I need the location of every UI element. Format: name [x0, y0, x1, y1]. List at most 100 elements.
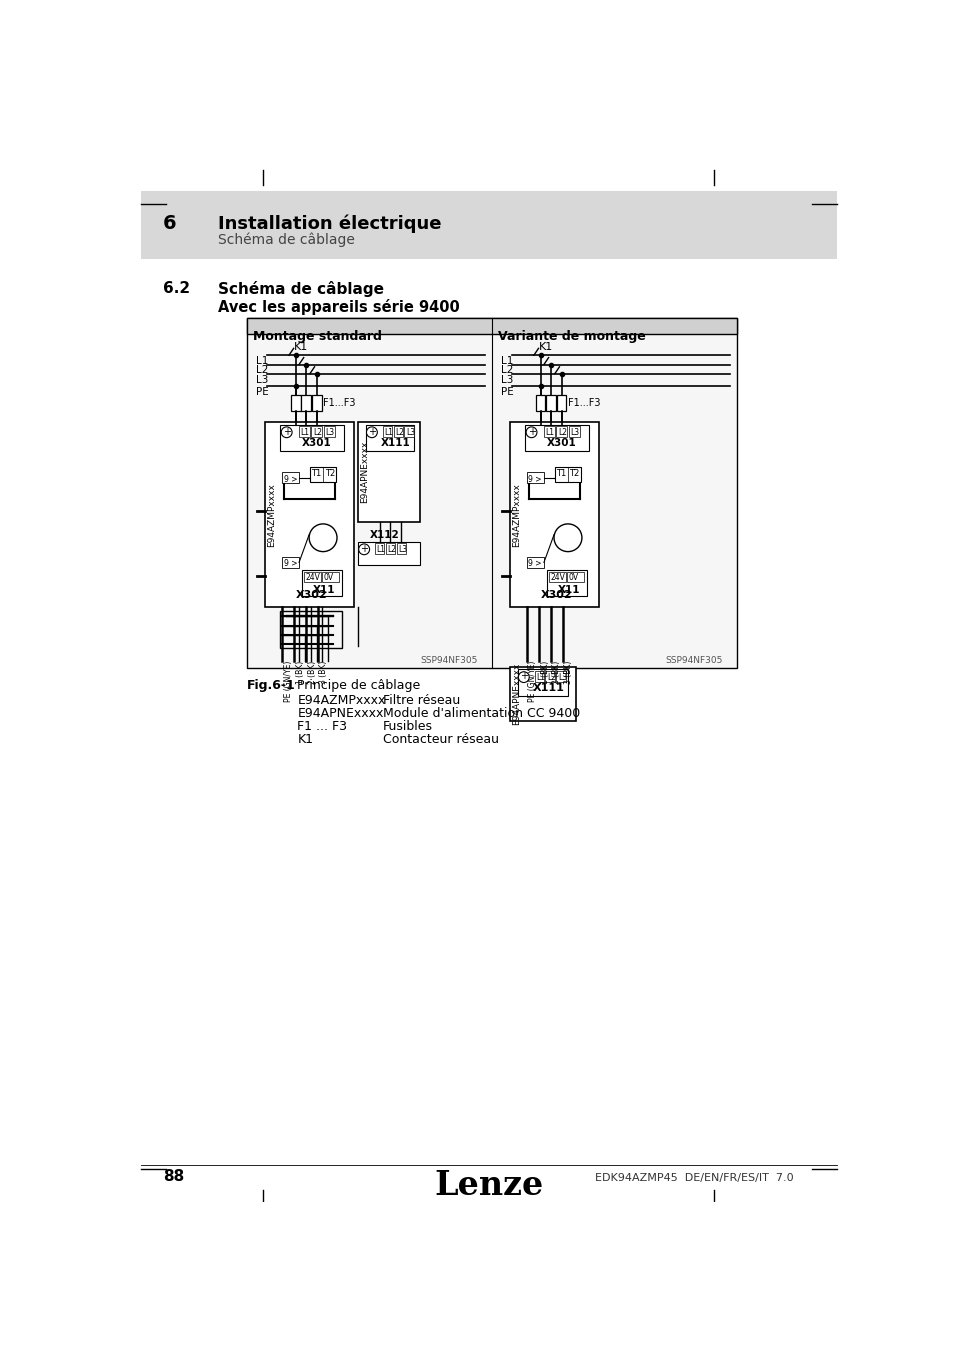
Bar [509, 667, 575, 721]
Bar [247, 317, 736, 335]
Text: Fig.6-1: Fig.6-1 [247, 679, 295, 691]
Text: Principe de câblage: Principe de câblage [297, 679, 420, 691]
Bar [546, 570, 587, 597]
Text: X302: X302 [540, 590, 572, 601]
Text: K1: K1 [297, 733, 314, 747]
Text: L2: L2 [313, 428, 322, 436]
Text: PE: PE [255, 387, 268, 397]
Text: X112: X112 [369, 531, 399, 540]
Bar [394, 427, 402, 437]
Text: 6.2: 6.2 [162, 281, 190, 297]
Text: 2 (BK): 2 (BK) [307, 662, 316, 684]
Bar [568, 427, 579, 437]
Text: K1: K1 [294, 342, 308, 352]
Text: F1 ... F3: F1 ... F3 [297, 721, 347, 733]
Bar [291, 394, 300, 412]
Bar [298, 427, 310, 437]
Text: 9 >: 9 > [283, 475, 296, 483]
Text: E94APNExxxx: E94APNExxxx [360, 441, 369, 504]
Text: L1: L1 [545, 428, 554, 436]
Text: L2: L2 [395, 428, 404, 436]
Bar [357, 541, 419, 564]
Text: X301: X301 [546, 439, 577, 448]
Bar [365, 424, 414, 451]
Bar [247, 317, 736, 668]
Text: E94AZMPxxxx: E94AZMPxxxx [297, 694, 385, 707]
Text: Schéma de câblage: Schéma de câblage [218, 232, 355, 247]
Text: X11: X11 [313, 585, 335, 595]
Text: L1: L1 [384, 428, 393, 436]
Text: L3: L3 [406, 428, 415, 436]
Bar [534, 671, 543, 682]
Bar [282, 472, 298, 483]
Text: Filtre réseau: Filtre réseau [382, 694, 459, 707]
Text: L1: L1 [536, 672, 544, 682]
Bar [357, 423, 419, 522]
Bar [526, 558, 543, 568]
Text: L2: L2 [387, 544, 396, 554]
Text: +: + [519, 671, 527, 682]
Text: K1: K1 [537, 342, 552, 352]
Text: 2 (BK): 2 (BK) [552, 662, 561, 684]
Text: Lenze: Lenze [434, 1169, 543, 1202]
Circle shape [366, 427, 377, 437]
Text: L2: L2 [500, 366, 513, 375]
Text: X111: X111 [533, 683, 564, 694]
Text: 3 (BK): 3 (BK) [319, 662, 328, 684]
Text: EDK94AZMP45  DE/EN/FR/ES/IT  7.0: EDK94AZMP45 DE/EN/FR/ES/IT 7.0 [595, 1173, 793, 1183]
Text: L2: L2 [255, 366, 268, 375]
Bar [382, 427, 392, 437]
Text: F1...F3: F1...F3 [567, 398, 599, 408]
Text: 6: 6 [162, 215, 176, 234]
Text: SSP94NF305: SSP94NF305 [420, 656, 477, 664]
Bar [567, 571, 583, 582]
Text: SSP94NF305: SSP94NF305 [665, 656, 722, 664]
Text: Fusibles: Fusibles [382, 721, 433, 733]
Text: L3: L3 [570, 428, 578, 436]
Bar [141, 192, 836, 259]
Text: 0V: 0V [323, 574, 334, 582]
Text: T2: T2 [324, 470, 335, 478]
Bar [526, 472, 543, 483]
Text: +: + [360, 544, 368, 554]
Text: E94APNExxxx: E94APNExxxx [512, 663, 520, 725]
Text: L2: L2 [546, 672, 556, 682]
Text: L2: L2 [558, 428, 566, 436]
Text: Montage standard: Montage standard [253, 329, 382, 343]
Text: F1...F3: F1...F3 [323, 398, 355, 408]
Bar [548, 571, 565, 582]
Text: T2: T2 [569, 470, 579, 478]
Text: L1: L1 [300, 428, 310, 436]
Text: L3: L3 [558, 672, 566, 682]
Text: +: + [527, 427, 535, 436]
Bar [302, 570, 342, 597]
Text: +: + [282, 427, 291, 436]
Text: L3: L3 [500, 374, 513, 385]
Bar [311, 427, 322, 437]
Bar [310, 467, 335, 482]
Text: 1 (BK): 1 (BK) [295, 662, 305, 684]
Circle shape [554, 524, 581, 552]
Bar [303, 571, 320, 582]
Bar [312, 394, 321, 412]
Bar [396, 543, 406, 554]
Bar [404, 427, 414, 437]
Text: L3: L3 [325, 428, 335, 436]
Bar [556, 427, 567, 437]
Text: T1: T1 [311, 470, 321, 478]
Bar [265, 423, 354, 608]
Bar [280, 612, 342, 648]
Text: L1: L1 [255, 356, 268, 366]
Text: Installation électrique: Installation électrique [218, 215, 441, 232]
Text: X111: X111 [381, 439, 411, 448]
Bar [375, 543, 384, 554]
Bar [323, 427, 335, 437]
Text: X301: X301 [302, 439, 332, 448]
Bar [280, 424, 344, 451]
Text: X302: X302 [295, 590, 327, 601]
Circle shape [517, 672, 529, 683]
Text: E94AZMPxxxx: E94AZMPxxxx [267, 483, 276, 547]
Bar [525, 424, 588, 451]
Text: Schéma de câblage: Schéma de câblage [218, 281, 384, 297]
Text: 24V: 24V [305, 574, 320, 582]
